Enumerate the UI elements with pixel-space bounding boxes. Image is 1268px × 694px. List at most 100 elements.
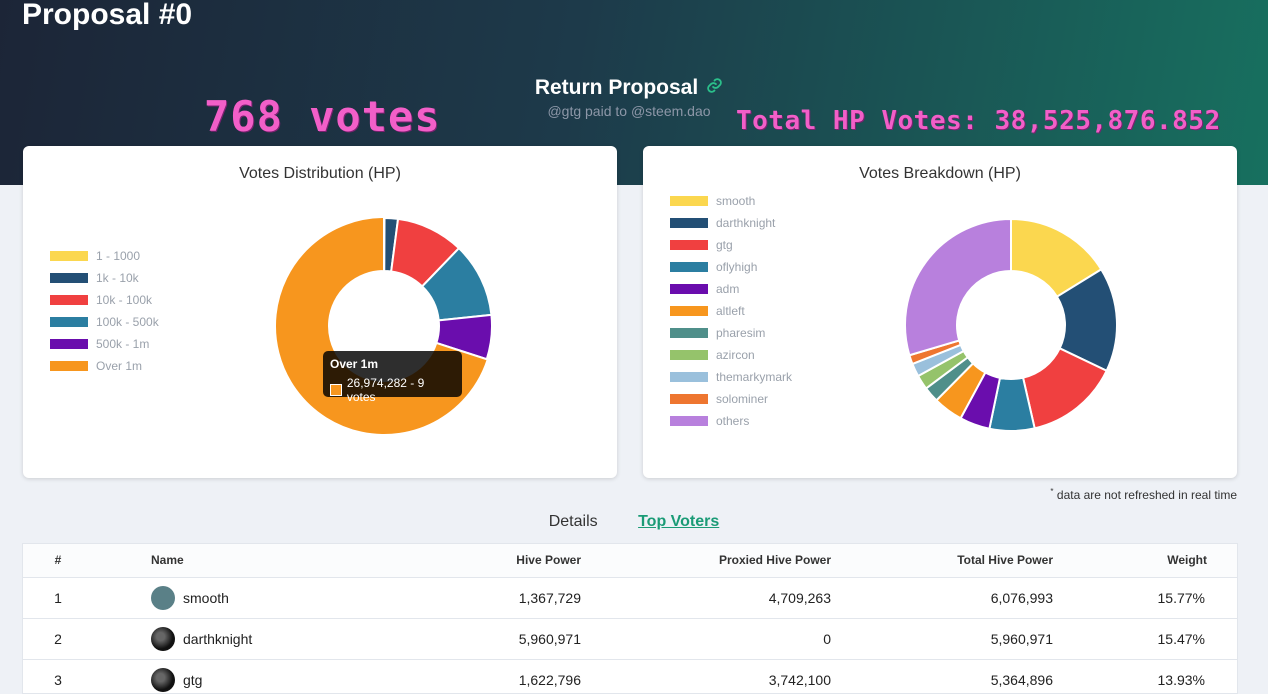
column-header-proxied-hive-power[interactable]: Proxied Hive Power (581, 544, 831, 578)
avatar[interactable] (151, 626, 175, 651)
column-header-rank[interactable]: # (23, 544, 93, 578)
legend-item[interactable]: 10k - 100k (50, 289, 159, 311)
tab-top-voters[interactable]: Top Voters (638, 513, 720, 530)
avatar[interactable] (151, 667, 175, 692)
legend-label: pharesim (716, 326, 766, 340)
votes-count-overlay: 768 votes (204, 92, 441, 141)
column-header-total-hive-power[interactable]: Total Hive Power (831, 544, 1053, 578)
table-row[interactable]: 1 smooth 1,367,729 4,709,263 6,076,993 1… (23, 577, 1237, 619)
legend-swatch (50, 361, 88, 371)
legend-swatch (670, 394, 708, 404)
avatar[interactable] (151, 585, 175, 610)
cell-name: darthknight (93, 618, 423, 660)
proposal-name: Return Proposal (0, 76, 1258, 100)
voter-name-link[interactable]: darthknight (183, 630, 253, 647)
legend-swatch (670, 196, 708, 206)
refresh-note: * data are not refreshed in real time (1050, 487, 1237, 502)
legend-label: smooth (716, 194, 756, 208)
legend-swatch (670, 350, 708, 360)
cell-rank: 3 (23, 659, 93, 693)
legend-item[interactable]: themarkymark (670, 366, 792, 388)
breakdown-donut-chart[interactable] (903, 217, 1119, 433)
legend-item[interactable]: azircon (670, 344, 792, 366)
page-title: Proposal #0 (22, 0, 193, 31)
cell-rank: 1 (23, 577, 93, 619)
legend-label: 100k - 500k (96, 315, 159, 329)
legend-item[interactable]: gtg (670, 234, 792, 256)
legend-swatch (670, 306, 708, 316)
legend-item[interactable]: altleft (670, 300, 792, 322)
cell-weight: 15.47% (1053, 618, 1237, 660)
distribution-title: Votes Distribution (HP) (239, 165, 401, 182)
legend-item[interactable]: 1 - 1000 (50, 245, 159, 267)
legend-label: solominer (716, 392, 769, 406)
legend-label: azircon (716, 348, 755, 362)
legend-label: others (716, 414, 750, 428)
legend-item[interactable]: 1k - 10k (50, 267, 159, 289)
legend-label: oflyhigh (716, 260, 758, 274)
cell-proxied-hive-power: 0 (581, 618, 831, 660)
legend-item[interactable]: 100k - 500k (50, 311, 159, 333)
legend-label: darthknight (716, 216, 776, 230)
total-hp-overlay: Total HP Votes: 38,525,876.852 (736, 106, 1221, 136)
legend-label: 10k - 100k (96, 293, 153, 307)
votes-distribution-card: Votes Distribution (HP) 1 - 1000 1k - 10k… (23, 146, 617, 478)
proposal-name-text: Return Proposal (534, 76, 699, 99)
cell-proxied-hive-power: 4,709,263 (581, 577, 831, 619)
legend-swatch (50, 295, 88, 305)
legend-label: adm (716, 282, 740, 296)
legend-label: Over 1m (96, 359, 143, 373)
legend-label: 1 - 1000 (96, 249, 141, 263)
legend-swatch (670, 240, 708, 250)
tab-details[interactable]: Details (548, 513, 598, 530)
legend-item[interactable]: solominer (670, 388, 792, 410)
legend-swatch (670, 328, 708, 338)
legend-swatch (670, 416, 708, 426)
cell-proxied-hive-power: 3,742,100 (581, 659, 831, 693)
breakdown-legend: smooth darthknight gtg oflyhigh adm altleft ph… (670, 190, 792, 432)
legend-swatch (670, 372, 708, 382)
legend-item[interactable]: pharesim (670, 322, 792, 344)
tab-bar: Details Top Voters (0, 513, 1268, 531)
cell-name: gtg (93, 659, 423, 693)
cell-rank: 2 (23, 618, 93, 660)
cell-name: smooth (93, 577, 423, 619)
chart-tooltip: Over 1m 26,974,282 - 9 votes (323, 351, 462, 404)
cell-weight: 15.77% (1053, 577, 1237, 619)
legend-label: 1k - 10k (96, 271, 139, 285)
legend-item[interactable]: darthknight (670, 212, 792, 234)
distribution-legend: 1 - 1000 1k - 10k 10k - 100k 100k - 500k 500… (50, 245, 159, 377)
table-row[interactable]: 3 gtg 1,622,796 3,742,100 5,364,896 13.9… (23, 659, 1237, 693)
donut-slice-others[interactable] (904, 217, 1012, 357)
legend-label: gtg (716, 238, 733, 252)
legend-label: 500k - 1m (96, 337, 150, 351)
tooltip-swatch (330, 384, 342, 396)
legend-item[interactable]: adm (670, 278, 792, 300)
legend-item[interactable]: Over 1m (50, 355, 159, 377)
legend-item[interactable]: others (670, 410, 792, 432)
legend-swatch (50, 339, 88, 349)
proposal-subline: @gtg paid to @steem.dao (547, 103, 711, 119)
cell-total-hive-power: 6,076,993 (831, 577, 1053, 619)
table-row[interactable]: 2 darthknight 5,960,971 0 5,960,971 15.4… (23, 618, 1237, 660)
legend-swatch (670, 218, 708, 228)
legend-item[interactable]: oflyhigh (670, 256, 792, 278)
legend-swatch (50, 317, 88, 327)
cell-hive-power: 5,960,971 (423, 618, 581, 660)
legend-item[interactable]: smooth (670, 190, 792, 212)
legend-swatch (670, 284, 708, 294)
legend-item[interactable]: 500k - 1m (50, 333, 159, 355)
top-voters-table: # Name Hive Power Proxied Hive Power Tot… (22, 543, 1238, 694)
votes-breakdown-card: Votes Breakdown (HP) smooth darthknight gt… (643, 146, 1237, 478)
voter-name-link[interactable]: gtg (183, 671, 203, 688)
legend-swatch (50, 273, 88, 283)
column-header-hive-power[interactable]: Hive Power (423, 544, 581, 578)
link-icon[interactable] (706, 76, 723, 100)
column-header-name[interactable]: Name (93, 544, 423, 578)
legend-label: altleft (716, 304, 745, 318)
cell-hive-power: 1,367,729 (423, 577, 581, 619)
voter-name-link[interactable]: smooth (183, 589, 229, 606)
breakdown-title: Votes Breakdown (HP) (859, 165, 1021, 182)
legend-swatch (670, 262, 708, 272)
column-header-weight[interactable]: Weight (1053, 544, 1237, 578)
